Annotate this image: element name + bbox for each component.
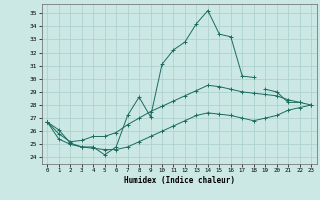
X-axis label: Humidex (Indice chaleur): Humidex (Indice chaleur) — [124, 176, 235, 185]
